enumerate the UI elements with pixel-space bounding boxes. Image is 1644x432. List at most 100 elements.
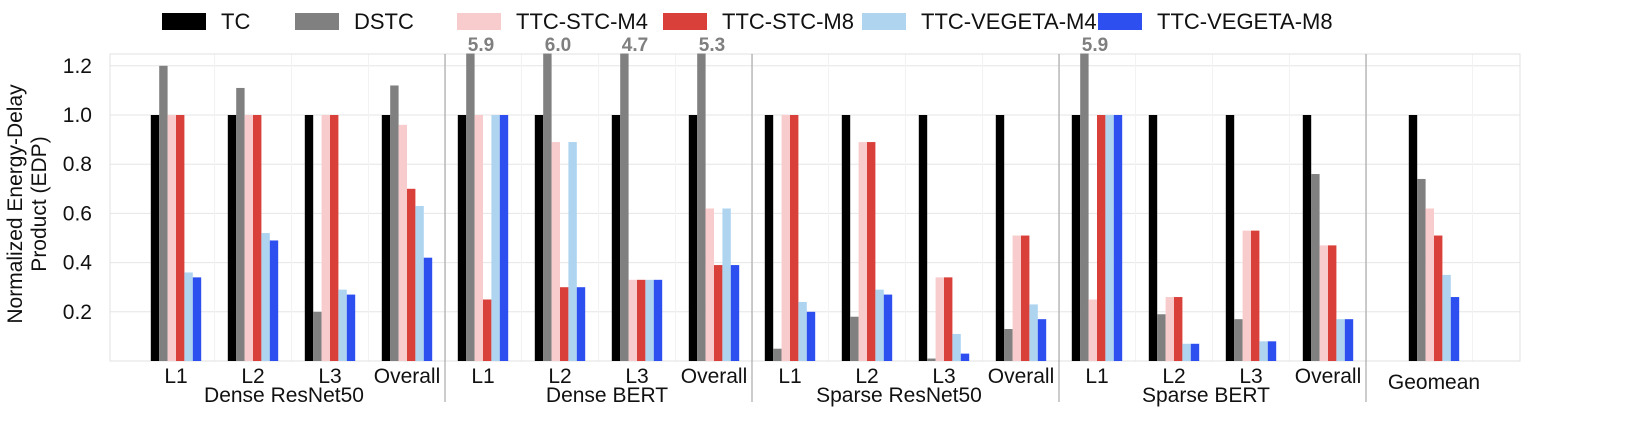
overflow-value-label: 6.0 — [545, 35, 571, 56]
group-separators — [444, 54, 1367, 402]
bar-ttc-stc-m8 — [1097, 115, 1106, 361]
legend-swatch — [162, 13, 206, 30]
bar-ttc-vegeta-m8 — [192, 277, 202, 361]
legend-item: DSTC — [295, 9, 414, 34]
y-axis-label-line1: Normalized Energy-Delay — [4, 84, 27, 324]
bar-tc — [457, 115, 467, 361]
bar-ttc-stc-m4 — [398, 124, 407, 361]
group-label: Sparse ResNet50 — [816, 384, 982, 407]
bar-ttc-vegeta-m4 — [491, 115, 500, 361]
bar-tc — [1071, 115, 1081, 361]
bar-dstc — [1311, 174, 1320, 361]
bar-ttc-vegeta-m4 — [1442, 274, 1451, 361]
x-tick-label: L2 — [1162, 365, 1185, 388]
bar-ttc-vegeta-m4 — [568, 142, 577, 361]
bar-dstc — [1234, 319, 1243, 361]
legend-label: TTC-VEGETA-M8 — [1157, 9, 1333, 34]
bar-ttc-vegeta-m4 — [1259, 341, 1268, 361]
bar-ttc-stc-m8 — [944, 277, 953, 361]
bar-tc — [764, 115, 774, 361]
bar-ttc-vegeta-m4 — [261, 233, 270, 361]
y-tick-label: 1.0 — [63, 104, 92, 127]
legend-item: TTC-STC-M8 — [663, 9, 854, 34]
bar-ttc-stc-m8 — [330, 115, 339, 361]
bar-ttc-vegeta-m8 — [1113, 115, 1123, 361]
bar-tc — [381, 115, 391, 361]
legend-label: TTC-VEGETA-M4 — [921, 9, 1097, 34]
legend: TC DSTC TTC-STC-M4 TTC-STC-M8 TTC-VEGETA-M4 T… — [162, 9, 1333, 34]
bar-dstc — [620, 53, 629, 361]
x-tick-label: Overall — [1295, 365, 1362, 388]
bar-tc — [150, 115, 160, 361]
bar-tc — [304, 115, 314, 361]
bars — [150, 53, 1460, 362]
bar-ttc-stc-m8 — [714, 265, 723, 361]
bar-dstc — [1080, 53, 1089, 361]
group-label: Sparse BERT — [1142, 384, 1270, 407]
bar-tc — [534, 115, 544, 361]
bar-dstc — [236, 87, 245, 361]
bar-ttc-stc-m4 — [1088, 299, 1097, 361]
legend-label: TTC-STC-M4 — [516, 9, 648, 34]
bar-ttc-stc-m8 — [1328, 245, 1337, 361]
bar-ttc-vegeta-m4 — [875, 289, 884, 361]
bar-ttc-vegeta-m8 — [883, 294, 893, 361]
bar-ttc-stc-m8 — [1434, 235, 1443, 361]
x-tick-label: L1 — [471, 365, 494, 388]
bar-ttc-vegeta-m4 — [415, 206, 424, 361]
bar-ttc-vegeta-m8 — [576, 287, 586, 361]
bar-ttc-vegeta-m8 — [1037, 319, 1047, 361]
bar-ttc-vegeta-m8 — [653, 279, 663, 361]
legend-item: TTC-VEGETA-M8 — [1098, 9, 1333, 34]
group-label: Geomean — [1388, 371, 1480, 394]
bar-tc — [1302, 115, 1312, 361]
y-tick-label: 0.6 — [63, 202, 92, 225]
bar-ttc-stc-m4 — [244, 115, 253, 361]
bar-ttc-stc-m4 — [1242, 230, 1251, 361]
bar-ttc-stc-m8 — [790, 115, 799, 361]
x-tick-label: L1 — [1085, 365, 1108, 388]
bar-ttc-stc-m4 — [1319, 245, 1328, 361]
bar-tc — [611, 115, 621, 361]
bar-ttc-vegeta-m8 — [1267, 341, 1277, 361]
bar-ttc-vegeta-m8 — [1344, 319, 1354, 361]
bar-ttc-vegeta-m4 — [722, 208, 731, 361]
overflow-value-label: 5.9 — [468, 35, 494, 56]
x-tick-label: Overall — [681, 365, 748, 388]
bar-ttc-vegeta-m4 — [952, 333, 961, 361]
x-tick-label: L3 — [1239, 365, 1262, 388]
bar-dstc — [850, 316, 859, 361]
bar-dstc — [313, 311, 322, 361]
bar-ttc-stc-m8 — [867, 142, 876, 361]
bar-ttc-stc-m4 — [167, 115, 176, 361]
x-tick-label: L3 — [932, 365, 955, 388]
legend-swatch — [295, 13, 339, 30]
bar-dstc — [543, 53, 552, 361]
bar-ttc-vegeta-m4 — [1029, 304, 1038, 361]
bar-ttc-vegeta-m8 — [499, 115, 509, 361]
x-axis-ticks: L1 L2 L3 Overall L1 L2 L3 Overall L1 L2 L3 Overall L… — [164, 365, 1361, 388]
bar-ttc-stc-m4 — [935, 277, 944, 361]
bar-ttc-vegeta-m8 — [730, 265, 740, 361]
bar-ttc-stc-m8 — [1021, 235, 1030, 361]
bar-ttc-stc-m8 — [1174, 297, 1183, 361]
bar-dstc — [697, 53, 706, 361]
bar-ttc-vegeta-m8 — [1450, 297, 1460, 361]
group-label: Dense ResNet50 — [204, 384, 364, 407]
y-tick-label: 0.4 — [63, 252, 93, 275]
overflow-value-label: 5.9 — [1082, 35, 1108, 56]
x-tick-label: Overall — [374, 365, 441, 388]
bar-tc — [688, 115, 698, 361]
bar-dstc — [1004, 329, 1013, 361]
bar-ttc-stc-m4 — [628, 279, 637, 361]
bar-ttc-stc-m4 — [321, 115, 330, 361]
bar-dstc — [390, 85, 399, 361]
x-tick-label: L3 — [625, 365, 648, 388]
bar-tc — [227, 115, 237, 361]
bar-ttc-stc-m4 — [1165, 297, 1174, 361]
bar-tc — [1148, 115, 1158, 361]
bar-ttc-stc-m8 — [637, 279, 646, 361]
legend-item: TTC-VEGETA-M4 — [862, 9, 1097, 34]
bar-ttc-vegeta-m4 — [798, 301, 807, 361]
bar-ttc-vegeta-m4 — [184, 272, 193, 361]
